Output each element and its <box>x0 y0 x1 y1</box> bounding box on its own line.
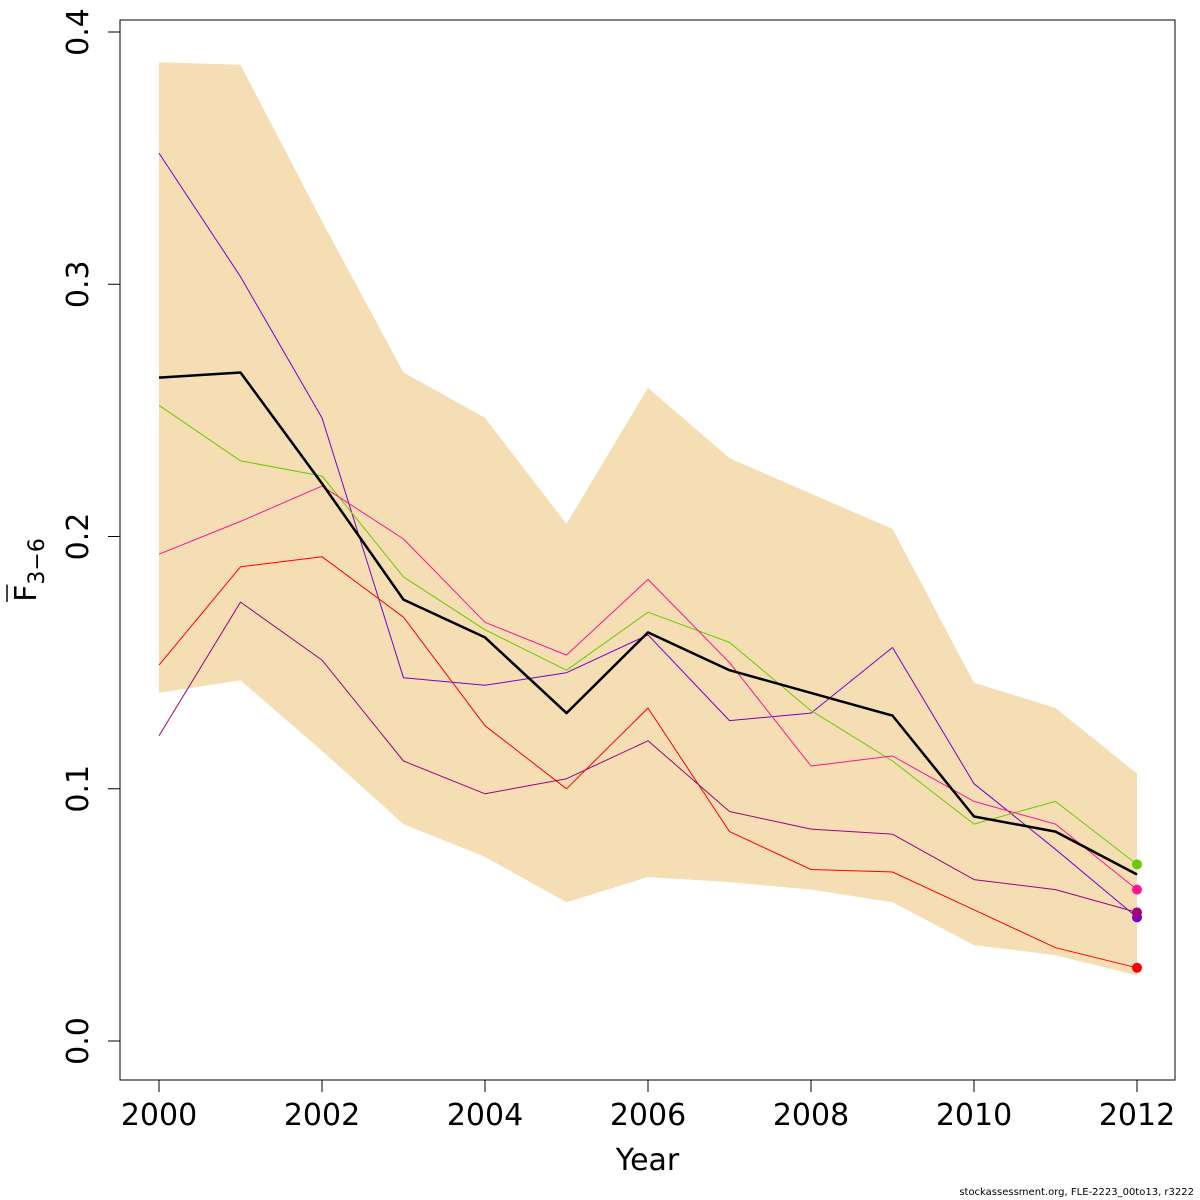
x-tick-label: 2006 <box>610 1098 686 1133</box>
series-line-1 <box>158 371 1138 876</box>
endpoint-markers-layer <box>1132 859 1142 973</box>
x-tick-label: 2002 <box>284 1098 360 1133</box>
x-tick-label: 2000 <box>121 1098 197 1133</box>
x-tick-label: 2008 <box>773 1098 849 1133</box>
series-endpoint-3 <box>1132 859 1142 870</box>
svg-text:F3−6: F3−6 <box>9 538 50 602</box>
series-line-2 <box>158 152 1138 918</box>
x-axis: 2000 2002 2004 2006 2008 2010 2012 <box>121 1079 1175 1133</box>
confidence-band-layer <box>159 62 1137 976</box>
y-tick-label: 0.3 <box>61 260 96 308</box>
y-tick-label: 0.1 <box>61 765 96 813</box>
y-axis-title-main: F <box>9 585 44 602</box>
x-tick-label: 2004 <box>447 1098 523 1133</box>
series-endpoint-5 <box>1132 962 1142 973</box>
confidence-band <box>159 62 1137 976</box>
y-tick-label: 0.2 <box>61 513 96 561</box>
series-endpoint-4 <box>1132 884 1142 895</box>
series-line-6 <box>158 601 1138 913</box>
series-endpoint-6 <box>1132 907 1142 918</box>
series-lines-layer <box>158 152 1138 969</box>
footer-credit: stockassessment.org, FLE-2223_00to13, r3… <box>959 1187 1194 1198</box>
series-line-5 <box>158 556 1138 969</box>
x-axis-title: Year <box>615 1143 680 1178</box>
y-tick-label: 0.0 <box>61 1017 96 1065</box>
series-line-3 <box>158 404 1138 865</box>
x-tick-label: 2012 <box>1099 1098 1175 1133</box>
y-axis: 0.0 0.1 0.2 0.3 0.4 <box>61 8 121 1065</box>
y-axis-title-subscript: 3−6 <box>25 538 50 584</box>
y-axis-title: F3−6 <box>6 538 50 602</box>
series-line-4 <box>158 485 1138 890</box>
y-tick-label: 0.4 <box>61 8 96 56</box>
x-tick-label: 2010 <box>936 1098 1012 1133</box>
